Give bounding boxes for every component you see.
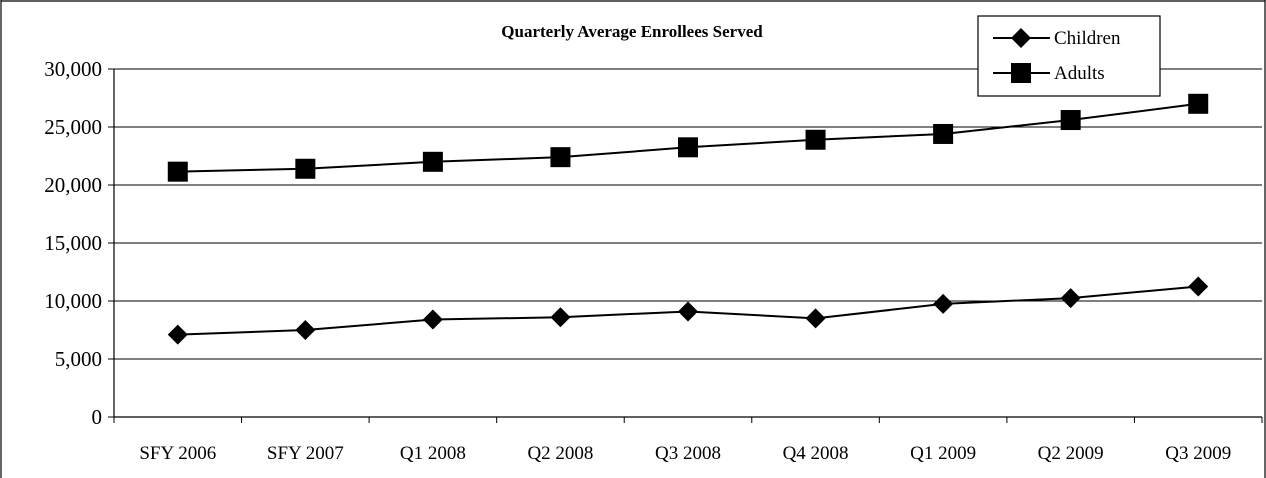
chart-title: Quarterly Average Enrollees Served [501, 22, 763, 41]
series-children [167, 276, 1209, 345]
y-tick-label: 25,000 [44, 115, 102, 139]
legend-label: Children [1054, 28, 1121, 49]
legend-label: Adults [1054, 63, 1105, 84]
data-point-children [422, 309, 443, 330]
y-tick-label: 5,000 [55, 347, 102, 371]
data-point-adults [550, 147, 571, 168]
series-adults [167, 93, 1209, 182]
legend-entry-children: Children [993, 28, 1121, 49]
data-point-children [295, 320, 316, 340]
data-point-adults [295, 158, 316, 179]
data-point-children [933, 293, 954, 314]
x-tick-label: Q2 2009 [1038, 443, 1104, 464]
data-point-children [805, 308, 826, 329]
data-point-adults [422, 151, 443, 172]
y-tick-label: 15,000 [44, 231, 102, 255]
x-tick-label: Q1 2009 [910, 443, 976, 464]
legend-marker-diamond [1011, 28, 1031, 48]
legend: Children Adults [977, 15, 1161, 97]
x-tick-label: Q4 2008 [783, 443, 849, 464]
data-point-adults [678, 137, 698, 158]
axes: 0 5,000 10,000 15,000 20,000 25,000 30,000 SFY … [44, 57, 1263, 464]
x-tick-label: Q1 2008 [400, 443, 466, 464]
data-point-children [167, 324, 188, 345]
data-point-children [1060, 288, 1081, 309]
data-point-adults [1188, 93, 1209, 114]
data-point-adults [1060, 110, 1081, 131]
y-tick-label: 0 [92, 405, 103, 429]
x-tick-label: SFY 2006 [139, 443, 216, 464]
x-tick-label: Q3 2009 [1165, 443, 1231, 464]
x-tick-label: Q3 2008 [655, 443, 721, 464]
legend-entry-adults: Adults [993, 63, 1105, 84]
data-point-adults [167, 161, 188, 182]
data-point-children [550, 307, 571, 328]
x-tick-label: SFY 2007 [267, 443, 344, 464]
data-point-adults [933, 123, 954, 144]
data-point-children [678, 301, 698, 322]
data-point-adults [805, 129, 826, 150]
x-tick-label: Q2 2008 [527, 443, 593, 464]
legend-box [977, 15, 1161, 97]
y-tick-label: 20,000 [44, 173, 102, 197]
legend-marker-square [1011, 63, 1031, 83]
data-point-children [1188, 276, 1209, 297]
series-group [167, 93, 1209, 345]
y-tick-label: 10,000 [44, 289, 102, 313]
y-tick-label: 30,000 [44, 57, 102, 81]
